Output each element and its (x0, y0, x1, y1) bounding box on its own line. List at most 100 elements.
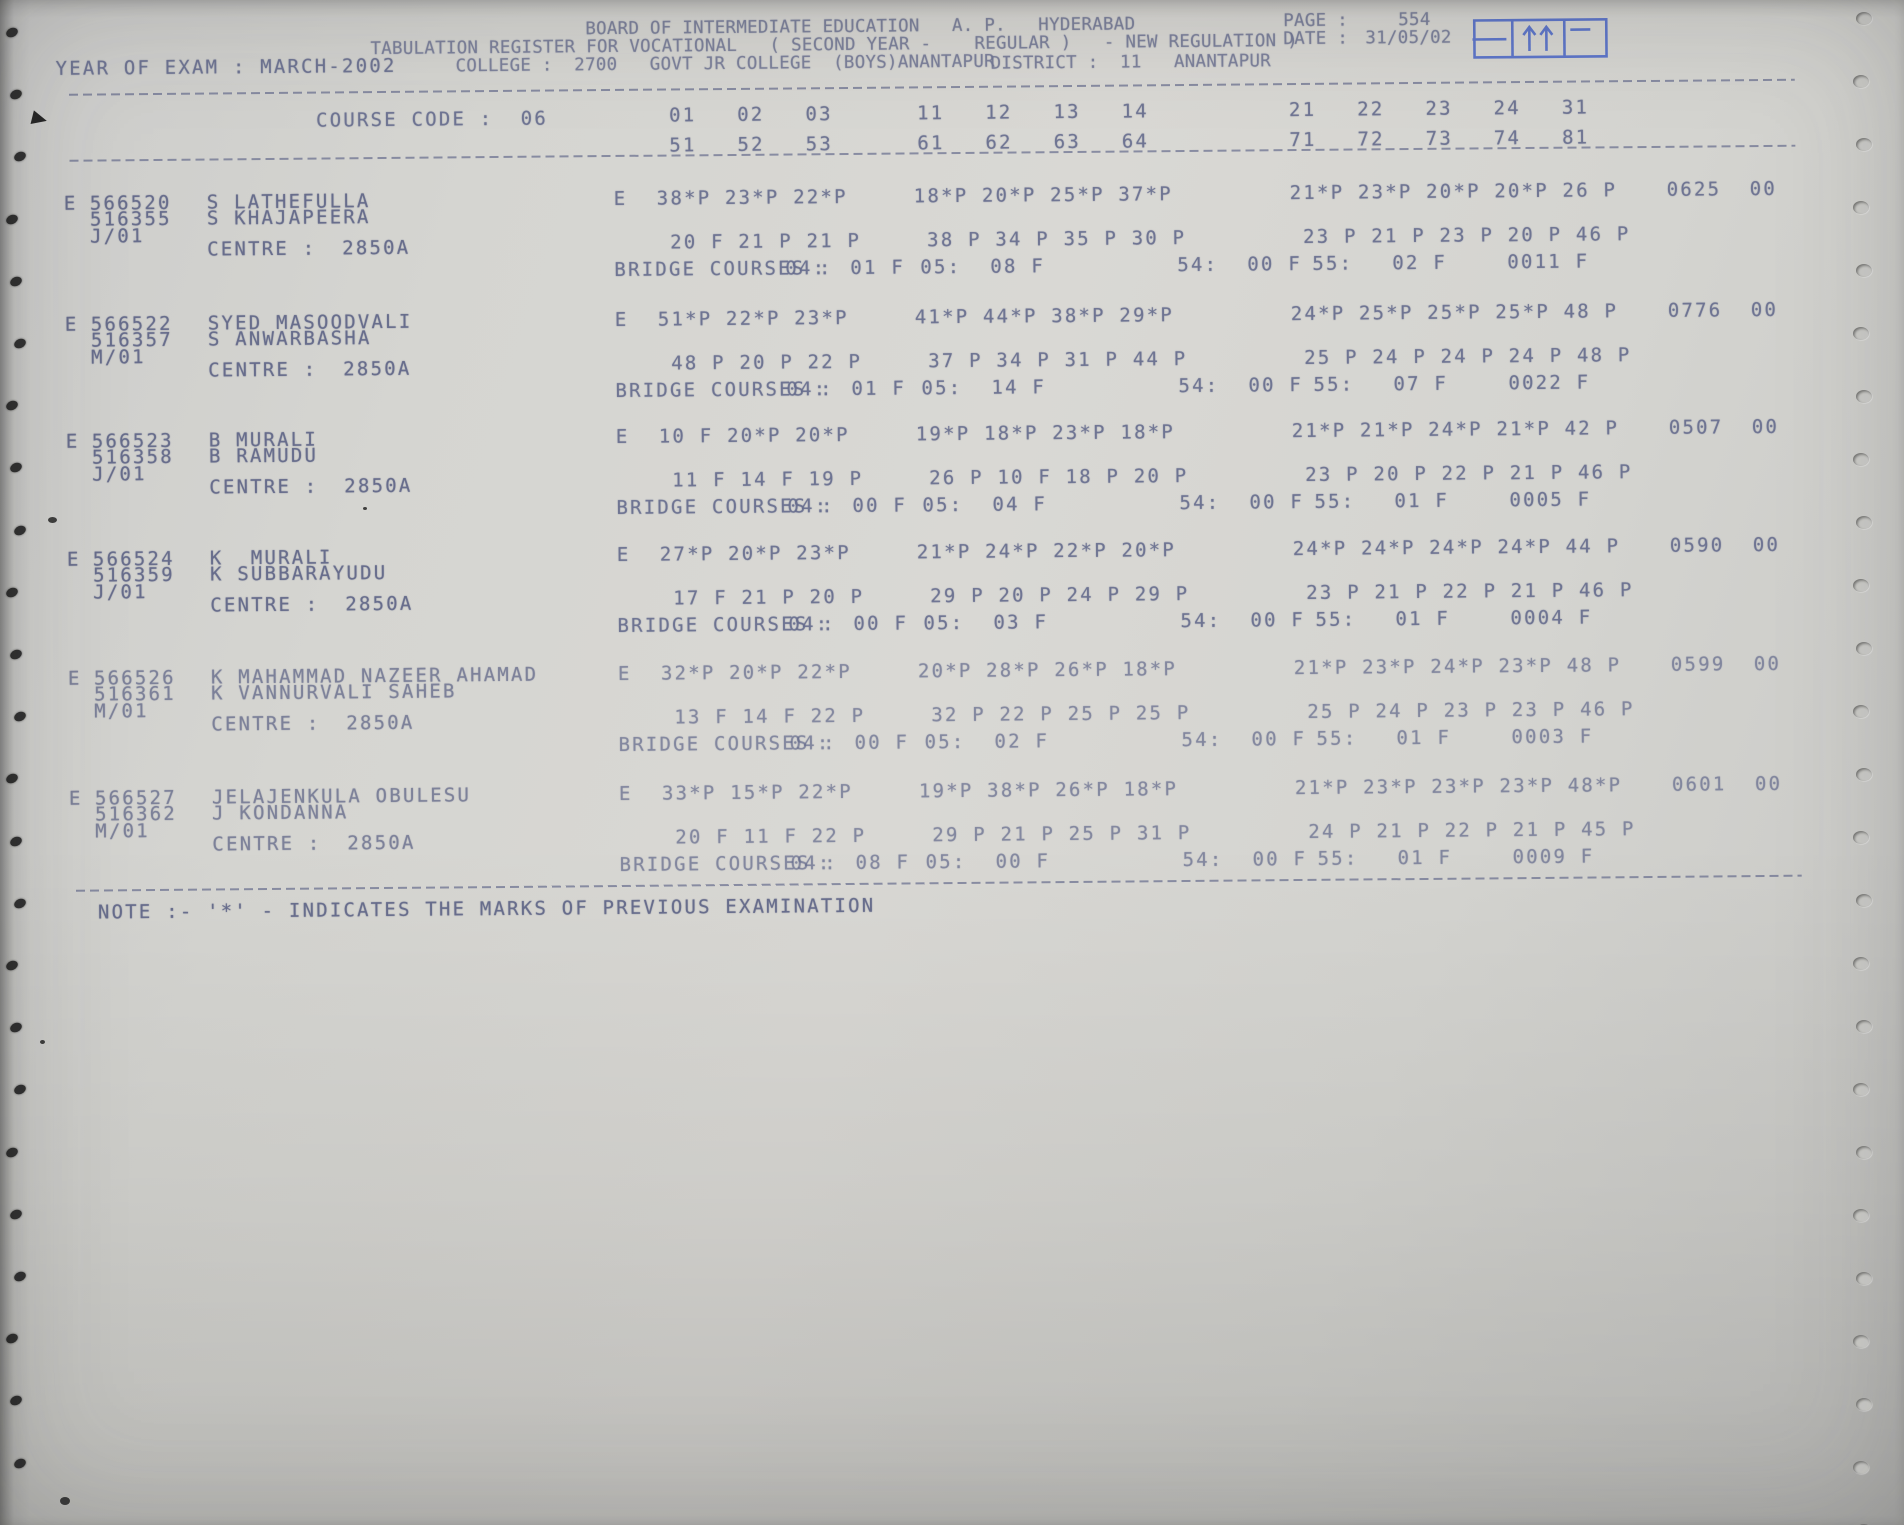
student-record: E 566524 K MURALI 516359 K SUBBARAYUDU J… (5, 533, 1904, 670)
marks-row1-group1: 51*P 22*P 23*P (657, 306, 849, 331)
bridge-total: 0005 F (1509, 488, 1592, 512)
year-of-exam: YEAR OF EXAM : MARCH-2002 (55, 54, 397, 80)
grade-flag: E (617, 662, 632, 685)
punch-hole (1853, 1461, 1869, 1474)
second-name: S ANWARBASHA (207, 327, 372, 351)
centre-label: CENTRE : (210, 593, 320, 617)
marks-row1-group3: 21*P 21*P 24*P 21*P 42 P (1291, 417, 1620, 443)
ink-speck (60, 1497, 70, 1505)
stamp-arrows-icon (1472, 18, 1608, 59)
enrol-flag: E (68, 787, 83, 810)
enrol-flag: E (63, 192, 78, 215)
second-name: S KHAJAPEERA (206, 206, 371, 230)
bridge-04-marks: 00 F (854, 731, 910, 754)
total-marks: 0590 (1669, 534, 1725, 557)
punch-hole (1853, 1083, 1869, 1096)
total-marks: 0601 (1671, 773, 1727, 796)
bridge-04-label: 04: (787, 495, 829, 518)
bridge-05-marks: 08 F (990, 255, 1046, 278)
result-flags: 00 (1753, 652, 1782, 676)
bridge-54-marks: 00 F (1248, 373, 1304, 397)
marks-row1-group2: 19*P 38*P 26*P 18*P (918, 778, 1179, 803)
marks-row2-group3: 25 P 24 P 24 P 24 P 48 P (1304, 344, 1632, 369)
grade-flag: E (618, 782, 633, 805)
marks-row2-group2: 29 P 20 P 24 P 29 P (930, 582, 1190, 608)
marks-row1-group1: 27*P 20*P 23*P (659, 541, 851, 566)
punch-hole (1853, 831, 1869, 844)
bridge-05-marks: 04 F (992, 493, 1048, 516)
marks-row1-group2: 20*P 28*P 26*P 18*P (917, 658, 1178, 683)
marks-row2-group1: 48 P 20 P 22 P (671, 350, 863, 375)
marks-row1-group2: 41*P 44*P 38*P 29*P (914, 304, 1175, 329)
punch-hole (1853, 453, 1869, 466)
result-flags: 00 (1752, 533, 1781, 557)
bridge-04-label: 04: (785, 257, 827, 280)
district-line: DISTRICT : 11 ANANTAPUR (990, 51, 1272, 74)
bridge-05-label: 05: (923, 611, 965, 635)
enrol-flag: E (64, 313, 79, 336)
punch-hole (1853, 1335, 1869, 1348)
punch-hole (1856, 138, 1872, 151)
marks-row2-group3: 25 P 24 P 23 P 23 P 46 P (1307, 698, 1635, 723)
marks-row1-group1: 32*P 20*P 22*P (660, 660, 852, 685)
medium-code: M/01 (91, 346, 146, 369)
bridge-04-marks: 00 F (852, 494, 908, 517)
grade-flag: E (616, 543, 631, 566)
bridge-04-label: 04: (790, 852, 832, 875)
student-record: E 566523 B MURALI 516358 B RAMUDU J/01 C… (4, 415, 1904, 552)
ink-speck (48, 517, 57, 523)
bridge-05-label: 05: (921, 376, 963, 400)
date-value: 31/05/02 (1365, 27, 1452, 49)
marks-row2-group3: 23 P 21 P 22 P 21 P 46 P (1306, 579, 1634, 604)
bridge-54-marks: 00 F (1247, 252, 1303, 276)
bridge-04-label: 04: (788, 613, 830, 636)
ink-speck (40, 1040, 45, 1044)
medium-code: J/01 (92, 463, 147, 486)
marks-row1-group3: 21*P 23*P 23*P 23*P 48*P (1294, 774, 1623, 800)
bridge-04-label: 04: (789, 732, 831, 755)
marks-row1-group1: 33*P 15*P 22*P (661, 780, 853, 805)
medium-code: M/01 (95, 820, 150, 843)
course-code: COURSE CODE : 06 (315, 107, 549, 132)
bridge-55-marks: 01 F (1396, 726, 1452, 750)
bridge-54-label: 54: (1180, 609, 1222, 633)
bridge-05-marks: 03 F (993, 611, 1049, 634)
centre-code: 2850A (342, 236, 411, 260)
marks-row2-group3: 23 P 20 P 22 P 21 P 46 P (1305, 461, 1633, 486)
bridge-05-marks: 00 F (995, 850, 1051, 873)
bridge-54-marks: 00 F (1251, 727, 1307, 751)
result-flags: 00 (1754, 772, 1783, 796)
marks-row2-group1: 20 F 21 P 21 P (670, 229, 862, 254)
bridge-54-label: 54: (1179, 491, 1221, 515)
marks-row2-group3: 24 P 21 P 22 P 21 P 45 P (1308, 818, 1636, 843)
student-record: E 566526 K MAHAMMAD NAZEER AHAMAD 516361… (6, 652, 1904, 789)
bridge-55-marks: 01 F (1395, 607, 1451, 631)
ink-speck (363, 507, 367, 510)
punch-hole (1856, 516, 1872, 529)
punch-hole (1853, 201, 1869, 214)
marks-row1-group3: 24*P 24*P 24*P 24*P 44 P (1292, 535, 1621, 561)
bridge-05-label: 05: (925, 850, 967, 874)
punch-hole (1853, 75, 1869, 88)
centre-label: CENTRE : (212, 832, 322, 856)
punch-hole (1856, 642, 1872, 655)
marks-row1-group2: 18*P 20*P 25*P 37*P (913, 183, 1173, 208)
punch-hole (1853, 1209, 1869, 1222)
marks-row1-group1: 38*P 23*P 22*P (656, 185, 848, 210)
marks-row2-group1: 17 F 21 P 20 P (673, 585, 865, 610)
bridge-55-label: 55: (1312, 252, 1354, 275)
centre-label: CENTRE : (209, 475, 319, 499)
date-label: DATE : (1283, 28, 1349, 50)
bridge-55-marks: 07 F (1393, 372, 1449, 396)
medium-code: J/01 (93, 581, 148, 604)
centre-code: 2850A (346, 711, 415, 735)
marks-row2-group2: 26 P 10 F 18 P 20 P (929, 464, 1189, 490)
punch-hole (1853, 579, 1869, 592)
bridge-total: 0004 F (1510, 606, 1593, 630)
result-flags: 00 (1751, 415, 1780, 439)
second-name: K VANNURVALI SAHEB (210, 680, 457, 705)
medium-code: J/01 (89, 225, 145, 248)
second-name: B RAMUDU (208, 444, 319, 468)
bridge-04-marks: 01 F (850, 256, 906, 279)
